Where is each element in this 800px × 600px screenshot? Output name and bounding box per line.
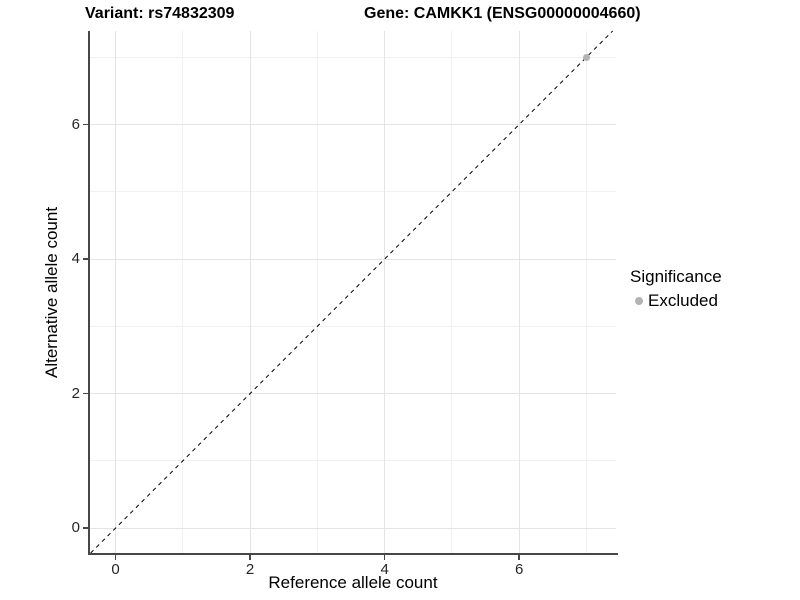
y-major-gridline (90, 527, 616, 529)
legend-title: Significance (630, 267, 722, 286)
x-major-gridline (249, 31, 251, 553)
x-major-gridline (115, 31, 117, 553)
y-minor-gridline (90, 191, 616, 193)
x-tick-mark (249, 555, 251, 560)
y-major-gridline (90, 393, 616, 395)
y-major-gridline (90, 124, 616, 125)
legend-item-excluded: Excluded (630, 291, 722, 311)
x-tick-label: 4 (380, 561, 389, 578)
y-minor-gridline (90, 56, 616, 58)
legend-key-dot-icon (635, 297, 643, 305)
x-major-gridline (384, 31, 386, 553)
y-minor-gridline (90, 460, 616, 462)
x-tick-label: 2 (245, 561, 255, 578)
x-tick-label: 6 (514, 561, 524, 578)
y-minor-gridline (90, 325, 616, 327)
x-axis-line (88, 553, 618, 555)
y-axis-line (88, 31, 90, 555)
y-tick-mark (83, 258, 88, 260)
x-tick-mark (383, 555, 386, 560)
plot-title-variant: Variant: rs74832309 (85, 5, 235, 22)
x-minor-gridline (182, 31, 184, 553)
x-minor-gridline (316, 31, 318, 553)
identity-reference-line (90, 30, 613, 554)
y-tick-mark (83, 123, 88, 126)
y-tick-mark (83, 527, 88, 529)
x-tick-label: 0 (111, 561, 120, 578)
y-tick-label: 6 (71, 115, 80, 133)
x-minor-gridline (585, 31, 587, 553)
x-tick-mark (518, 555, 520, 560)
x-tick-mark (114, 555, 117, 560)
y-tick-mark (83, 392, 88, 395)
x-major-gridline (518, 31, 520, 553)
data-point (582, 53, 590, 61)
plot-title-gene: Gene: CAMKK1 (ENSG00000004660) (364, 5, 641, 22)
y-major-gridline (90, 258, 616, 260)
y-tick-label: 4 (71, 250, 80, 268)
y-axis-title: Alternative allele count (42, 206, 61, 378)
y-tick-label: 2 (71, 384, 80, 402)
x-axis-title: Reference allele count (268, 573, 438, 592)
legend-item-label: Excluded (648, 291, 718, 310)
legend: Significance Excluded (630, 267, 722, 311)
plot-panel: 0 2 4 6 0 2 4 6 (72, 30, 616, 578)
y-tick-label: 0 (71, 519, 80, 537)
x-minor-gridline (451, 31, 453, 553)
